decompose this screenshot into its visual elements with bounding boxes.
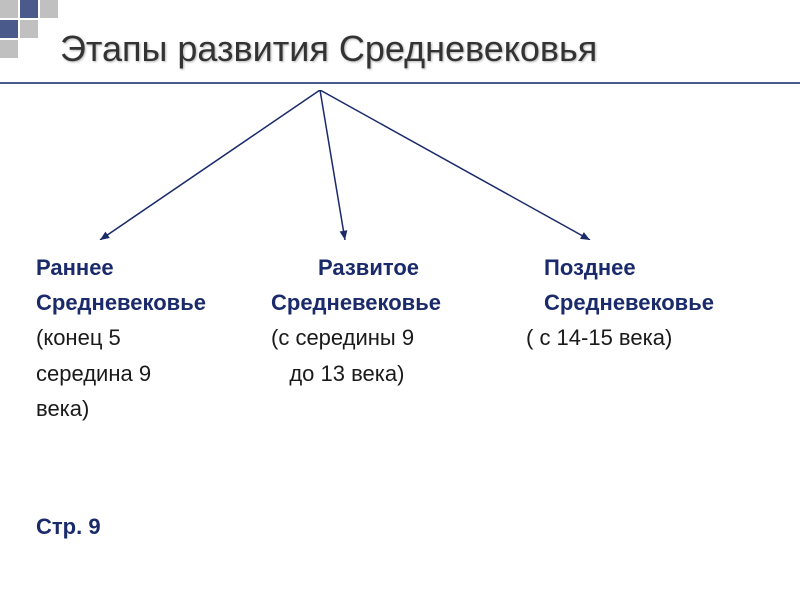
col-text: ( с 14-15 века)	[526, 320, 766, 355]
columns: Раннее Средневековье (конец 5 середина 9…	[36, 250, 776, 426]
col-heading: Позднее	[526, 250, 766, 285]
column-developed: Развитое Средневековье (с середины 9 до …	[271, 250, 526, 426]
col-text: века)	[36, 391, 271, 426]
col-heading: Развитое	[271, 250, 526, 285]
title-underline	[0, 82, 800, 84]
col-heading: Средневековье	[36, 285, 271, 320]
col-heading: Раннее	[36, 250, 271, 285]
slide-title: Этапы развития Средневековья	[60, 28, 597, 70]
column-early: Раннее Средневековье (конец 5 середина 9…	[36, 250, 271, 426]
page-reference: Стр. 9	[36, 514, 101, 540]
col-heading: Средневековье	[271, 285, 526, 320]
col-text: (конец 5	[36, 320, 271, 355]
col-text: (с середины 9	[271, 320, 526, 355]
col-heading: Средневековье	[526, 285, 766, 320]
col-text: до 13 века)	[271, 356, 526, 391]
column-late: Позднее Средневековье ( с 14-15 века)	[526, 250, 766, 426]
col-text: середина 9	[36, 356, 271, 391]
branch-arrows	[0, 90, 800, 240]
